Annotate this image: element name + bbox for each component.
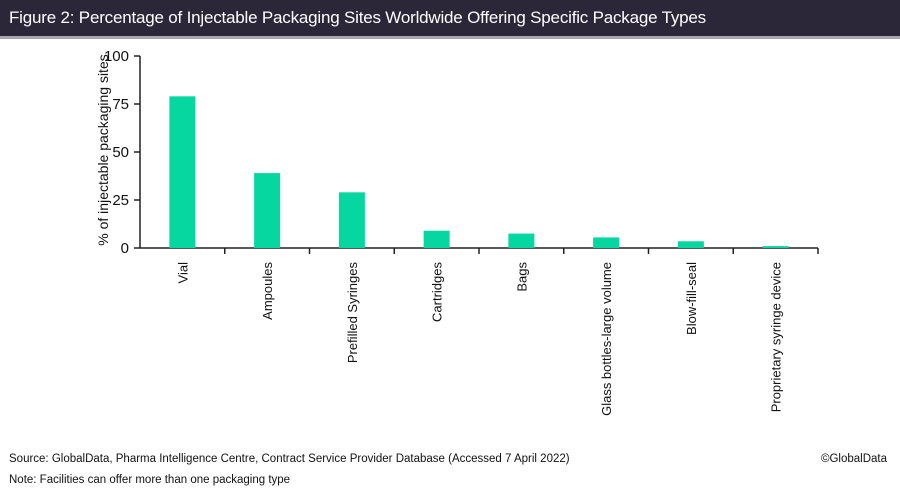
- title-bar: Figure 2: Percentage of Injectable Packa…: [0, 0, 900, 39]
- y-tick-label: 75: [112, 96, 129, 113]
- bars: [169, 96, 789, 248]
- bar-prefilled-syringes: [338, 192, 365, 248]
- x-tick-label: Prefilled Syringes: [345, 262, 360, 364]
- bar-vial: [169, 96, 196, 248]
- copyright: ©GlobalData: [820, 453, 887, 465]
- source-note: Source: GlobalData, Pharma Intelligence …: [9, 453, 570, 465]
- x-tick-label: Glass bottles-large volume: [599, 262, 614, 416]
- bar-ampoules: [254, 173, 281, 248]
- y-tick-label: 0: [121, 240, 129, 257]
- bar-chart: 0 25 50 75 100 Vial Ampoules Prefilled Syringe…: [95, 48, 819, 416]
- chart-title: Figure 2: Percentage of Injectable Packa…: [9, 8, 706, 27]
- bar-blow-fill-seal: [677, 241, 704, 248]
- y-axis: 0 25 50 75 100: [104, 48, 141, 257]
- bar-cartridges: [423, 230, 450, 248]
- x-tick-labels: Vial Ampoules Prefilled Syringes Cartridges…: [175, 262, 783, 416]
- x-tick-label: Cartridges: [430, 262, 445, 322]
- x-tick-label: Bags: [514, 262, 529, 292]
- x-tick-label: Proprietary syringe device: [769, 262, 784, 412]
- bar-proprietary-syringe-device: [762, 246, 789, 248]
- x-tick-label: Ampoules: [260, 262, 275, 320]
- x-axis: [140, 247, 819, 254]
- bar-glass-bottles-large-volume: [593, 237, 620, 248]
- y-tick-label: 25: [112, 192, 129, 209]
- y-tick-label: 50: [112, 144, 129, 161]
- y-tick-label: 100: [104, 48, 129, 65]
- y-axis-label: % of injectable packaging sites: [95, 54, 111, 245]
- x-tick-label: Vial: [175, 262, 190, 284]
- x-tick-label: Blow-fill-seal: [684, 262, 699, 335]
- footnote: Note: Facilities can offer more than one…: [9, 474, 291, 486]
- bar-bags: [508, 233, 535, 248]
